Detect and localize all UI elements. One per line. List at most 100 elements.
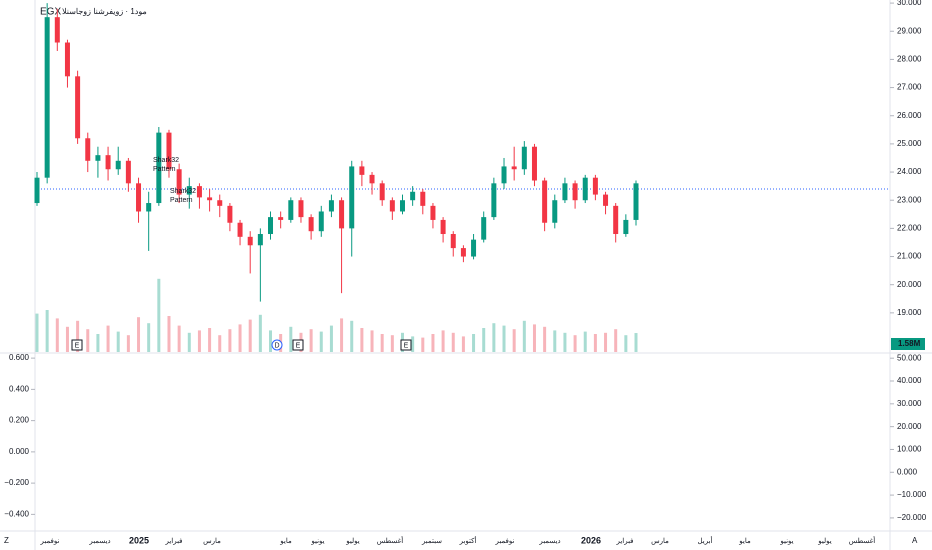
volume-bar	[208, 328, 212, 352]
y2-tick-label: 40.000	[897, 376, 922, 385]
candle-body	[298, 200, 304, 218]
candle-body	[521, 146, 527, 170]
y-tick-label: 0.200	[9, 416, 30, 425]
x-tick-label: مارس	[651, 537, 669, 545]
candle-body	[603, 194, 609, 206]
y2-tick-label: 0.000	[897, 467, 918, 476]
y-tick-label: 0.000	[9, 447, 30, 456]
candle-body	[328, 200, 334, 212]
candle-body	[136, 183, 142, 212]
event-label: E	[75, 342, 80, 349]
event-marker	[400, 339, 412, 351]
y-tick-label: 28.000	[897, 55, 922, 64]
candle-body	[481, 217, 487, 240]
candle-body	[34, 177, 40, 204]
volume-bar	[431, 334, 435, 352]
candle-body	[257, 234, 263, 246]
x-tick-label: أغسطس	[849, 535, 876, 545]
volume-bar	[238, 324, 242, 352]
candle-body	[125, 160, 131, 184]
volume-bar	[269, 330, 273, 352]
x-tick-label: أغسطس	[377, 535, 404, 545]
volume-bar	[512, 329, 516, 352]
volume-bar	[451, 332, 455, 352]
volume-bar	[167, 316, 171, 352]
y-tick-label: 23.000	[897, 195, 922, 204]
candle-body	[54, 17, 60, 43]
candle-body	[196, 186, 202, 198]
candle-body	[318, 211, 324, 232]
y-tick-label: −0.400	[4, 509, 29, 518]
volume-bar	[604, 332, 608, 352]
volume-bar	[390, 335, 394, 352]
candle-body	[531, 146, 537, 181]
y-tick-label: 20.000	[897, 280, 922, 289]
candle-body	[410, 191, 416, 201]
y-tick-label: 27.000	[897, 83, 922, 92]
y-tick-label: 19.000	[897, 308, 922, 317]
volume-bar	[319, 331, 323, 352]
candle-body	[562, 183, 568, 201]
candle-body	[105, 155, 111, 170]
candle-body	[491, 183, 497, 218]
x-tick-label: يوليو	[817, 537, 831, 545]
candle-body	[207, 197, 213, 201]
candle-body	[217, 200, 223, 206]
corner: A	[912, 536, 918, 545]
volume-bar	[370, 330, 374, 352]
x-tick-label: نوفمبر	[40, 538, 60, 545]
y-tick-label: −0.200	[4, 478, 29, 487]
volume-bar	[502, 325, 506, 352]
x-tick-label: مايو	[738, 537, 751, 545]
y2-tick-label: −20.000	[897, 513, 927, 522]
candle-body	[85, 138, 91, 161]
volume-bar	[634, 333, 638, 352]
candle-body	[166, 132, 172, 170]
y-tick-label: 22.000	[897, 223, 922, 232]
candle-body	[359, 166, 365, 175]
x-tick-label: فبراير	[164, 537, 182, 545]
volume-bar	[532, 324, 536, 352]
volume-bar	[218, 335, 222, 352]
candle-body	[64, 42, 70, 77]
candle-body	[379, 183, 385, 201]
pattern-label: Shark32 Pattern	[153, 157, 179, 173]
x-tick-label: يونيو	[779, 538, 793, 545]
volume-bar	[472, 334, 476, 352]
pattern-label: Shark32 Pattern	[170, 188, 196, 204]
volume-bar	[583, 331, 587, 352]
volume-bar	[624, 335, 628, 352]
x-tick-label: مايو	[279, 537, 292, 545]
candle-body	[176, 169, 182, 195]
volume-bar	[340, 318, 344, 352]
candle-body	[44, 17, 50, 178]
volume-bar	[350, 320, 354, 352]
volume-bar	[461, 336, 465, 352]
y2-tick-label: 50.000	[897, 353, 922, 362]
event-marker	[71, 339, 83, 351]
volume-bar	[187, 332, 191, 352]
volume-bar	[248, 319, 252, 352]
volume-bar	[106, 325, 110, 352]
volume-bar	[96, 334, 100, 352]
volume-bar	[35, 313, 39, 352]
x-tick-label: 2025	[129, 535, 149, 545]
y2-tick-label: −10.000	[897, 490, 927, 499]
x-tick-label: يوليو	[345, 537, 359, 545]
volume-bar	[593, 334, 597, 352]
volume-bar	[289, 326, 293, 352]
volume-bar	[573, 335, 577, 352]
corner: Z	[4, 536, 9, 545]
y2-tick-label: 10.000	[897, 445, 922, 454]
y-tick-label: 21.000	[897, 252, 922, 261]
candle-body	[511, 166, 517, 170]
candle-body	[95, 155, 101, 161]
volume-bar	[137, 317, 141, 352]
candle-body	[450, 234, 456, 249]
event-label: D	[274, 342, 279, 349]
candle-body	[542, 180, 548, 223]
candle-body	[501, 166, 507, 184]
candle-body	[156, 132, 162, 204]
candle-body	[308, 217, 314, 232]
candle-body	[572, 183, 578, 201]
